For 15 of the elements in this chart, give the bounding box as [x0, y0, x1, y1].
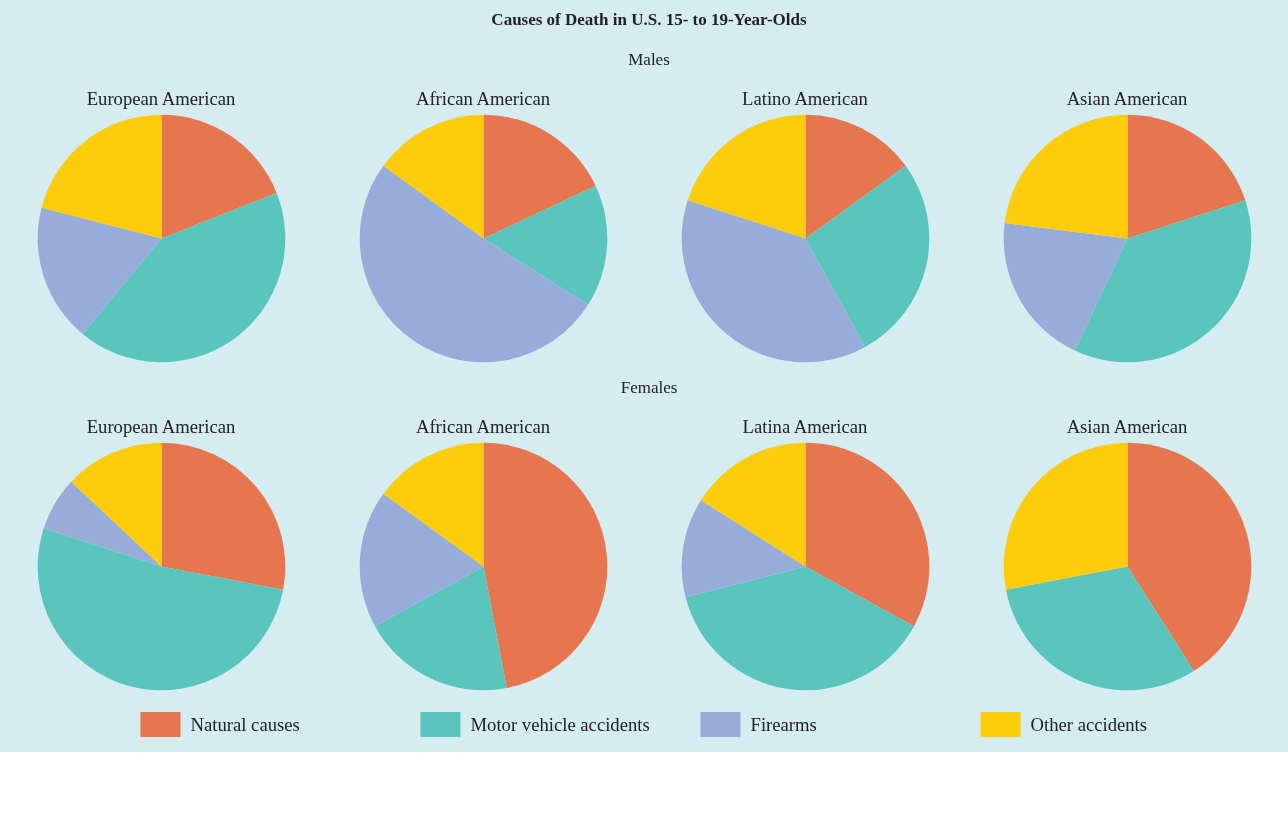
chart-title: African American — [415, 87, 551, 109]
text: Causes of Death in U.S. 15- to 19-Year-Olds — [491, 9, 807, 31]
legend-label: Natural causes — [190, 714, 300, 735]
text: Females — [620, 377, 678, 399]
chart-title: Asian American — [1066, 87, 1189, 109]
chart-title: Latina American — [742, 415, 869, 437]
chart-title: European American — [86, 87, 236, 109]
chart-title: Latino American — [742, 87, 869, 109]
text: Males — [628, 49, 670, 71]
legend-label: Firearms — [750, 714, 817, 735]
chart-title: African American — [415, 415, 551, 437]
chart-title: Asian American — [1066, 415, 1189, 437]
chart-title: European American — [86, 415, 236, 437]
legend-label: Motor vehicle accidents — [470, 714, 650, 735]
legend-label: Other accidents — [1030, 714, 1148, 735]
